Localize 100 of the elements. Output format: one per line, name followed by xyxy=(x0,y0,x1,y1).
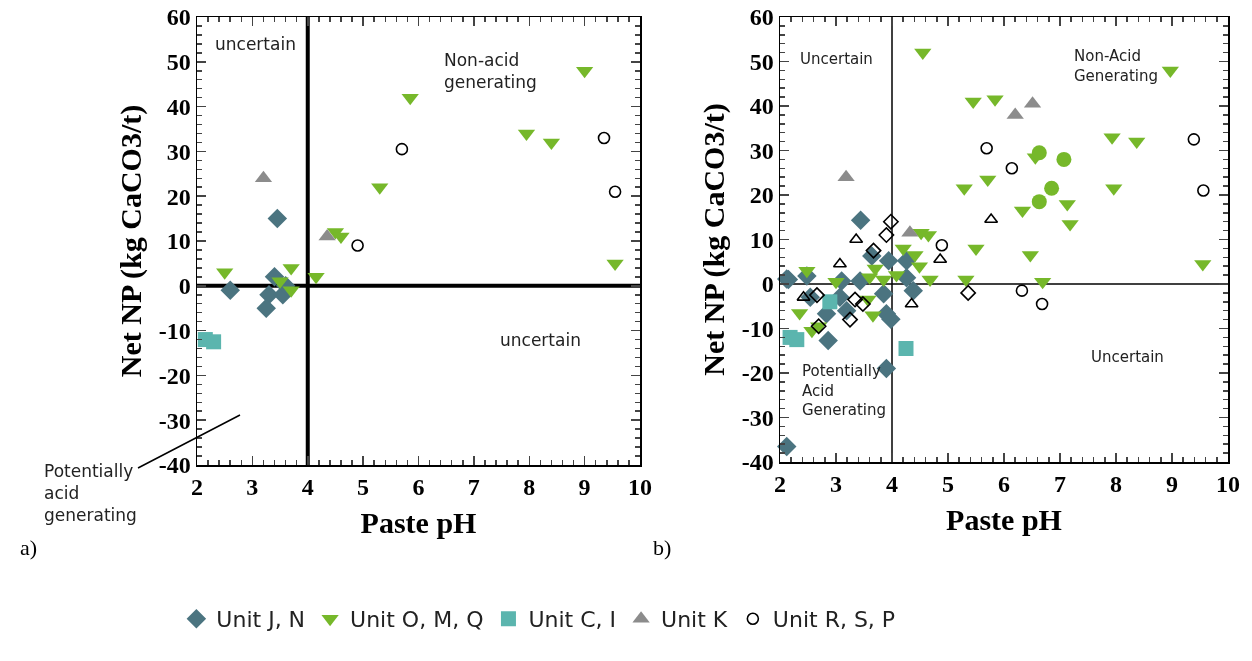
y-tick-label: -30 xyxy=(741,404,774,431)
y-axis-title: Net NP (kg CaCO3/t) xyxy=(113,104,148,378)
point xyxy=(865,242,882,259)
point xyxy=(351,239,364,252)
x-tick-label: 7 xyxy=(467,474,480,501)
y-tick-label: -30 xyxy=(158,407,191,434)
point xyxy=(798,266,816,279)
annotation: Non-acid generating xyxy=(444,50,537,93)
point xyxy=(914,48,932,61)
y-tick-label: 20 xyxy=(166,183,191,210)
annotation: uncertain xyxy=(215,34,296,54)
legend-label: Unit C, I xyxy=(528,607,617,633)
annotation: Uncertain xyxy=(1091,348,1164,366)
x-tick-label: 9 xyxy=(1166,471,1178,498)
point xyxy=(903,280,924,301)
x-tick-label: 3 xyxy=(830,471,842,498)
y-tick-label: -10 xyxy=(741,315,774,342)
point xyxy=(256,298,276,318)
point xyxy=(878,227,895,243)
annotation: uncertain xyxy=(500,330,581,350)
point xyxy=(1056,151,1072,167)
x-tick-label: 9 xyxy=(578,474,591,501)
text: b) xyxy=(653,535,672,560)
x-tick-label: 4 xyxy=(886,471,898,498)
y-tick-label: 10 xyxy=(166,228,191,255)
point xyxy=(1187,133,1201,146)
y-tick-label: 0 xyxy=(761,271,774,298)
y-tick-label: -40 xyxy=(741,449,774,476)
point xyxy=(206,334,222,350)
point xyxy=(850,210,871,231)
point xyxy=(964,97,982,110)
legend-label: Unit K xyxy=(661,607,728,633)
point xyxy=(401,93,419,106)
point xyxy=(789,332,805,348)
y-tick-label: 40 xyxy=(166,94,191,120)
x-tick-label: 6 xyxy=(998,471,1010,498)
x-tick-label: 8 xyxy=(1110,471,1122,498)
x-tick-label: 3 xyxy=(246,474,259,501)
y-tick-label: 50 xyxy=(749,48,774,75)
point xyxy=(267,208,288,229)
point xyxy=(809,287,825,304)
x-tick-label: 10 xyxy=(1216,471,1240,498)
legend-label: Unit R, S, P xyxy=(772,607,896,633)
annotation: Non-Acid Generating xyxy=(1074,47,1159,85)
annotation: Uncertain xyxy=(800,50,873,68)
y-tick-label: 40 xyxy=(749,93,774,120)
x-tick-label: 4 xyxy=(301,474,314,501)
legend-label: Unit J, N xyxy=(216,607,306,633)
point xyxy=(810,318,827,335)
x-tick-label: 7 xyxy=(1054,471,1066,498)
point xyxy=(822,294,838,310)
point xyxy=(847,291,863,308)
text: Potentially acid generating xyxy=(44,461,137,526)
point xyxy=(776,436,797,457)
y-tick-label: 0 xyxy=(178,273,191,300)
y-tick-label: 20 xyxy=(749,182,774,209)
point xyxy=(921,275,939,288)
y-tick-label: 60 xyxy=(166,4,191,31)
x-axis-title: Paste pH xyxy=(946,502,1062,536)
x-tick-label: 6 xyxy=(412,474,425,501)
text: a) xyxy=(20,535,38,560)
annotation: Potentially Acid Generating xyxy=(802,362,887,419)
y-axis-title: Net NP (kg CaCO3/t) xyxy=(696,103,731,376)
y-tick-label: 10 xyxy=(749,226,774,253)
point xyxy=(933,253,948,264)
point xyxy=(1015,284,1029,297)
point xyxy=(1035,297,1049,311)
point xyxy=(849,233,864,244)
point xyxy=(878,251,899,271)
point xyxy=(220,280,240,301)
y-tick-label: -20 xyxy=(158,362,191,389)
point xyxy=(1005,162,1019,175)
x-tick-label: 5 xyxy=(357,474,370,501)
point xyxy=(980,141,993,155)
y-tick-label: 50 xyxy=(166,49,191,76)
point xyxy=(873,284,894,304)
point xyxy=(597,131,611,145)
x-axis-title: Paste pH xyxy=(360,505,477,539)
y-tick-label: 60 xyxy=(749,4,774,31)
y-tick-label: 30 xyxy=(166,138,191,165)
point xyxy=(854,296,871,312)
point xyxy=(935,238,949,252)
point xyxy=(960,284,977,301)
point xyxy=(957,275,975,288)
point xyxy=(1044,180,1060,196)
y-tick-label: -10 xyxy=(158,318,191,344)
y-tick-label: -20 xyxy=(741,360,774,387)
x-tick-label: 8 xyxy=(523,474,536,501)
point xyxy=(842,311,858,328)
point xyxy=(1031,145,1047,161)
point xyxy=(898,341,914,357)
y-tick-label: 30 xyxy=(749,137,774,164)
point xyxy=(395,142,409,156)
point xyxy=(1197,184,1210,197)
x-tick-label: 5 xyxy=(942,471,954,498)
x-tick-label: 2 xyxy=(774,471,786,498)
point xyxy=(818,330,838,351)
point xyxy=(608,185,622,199)
legend-label: Unit O, M, Q xyxy=(350,607,484,633)
point xyxy=(836,300,857,321)
